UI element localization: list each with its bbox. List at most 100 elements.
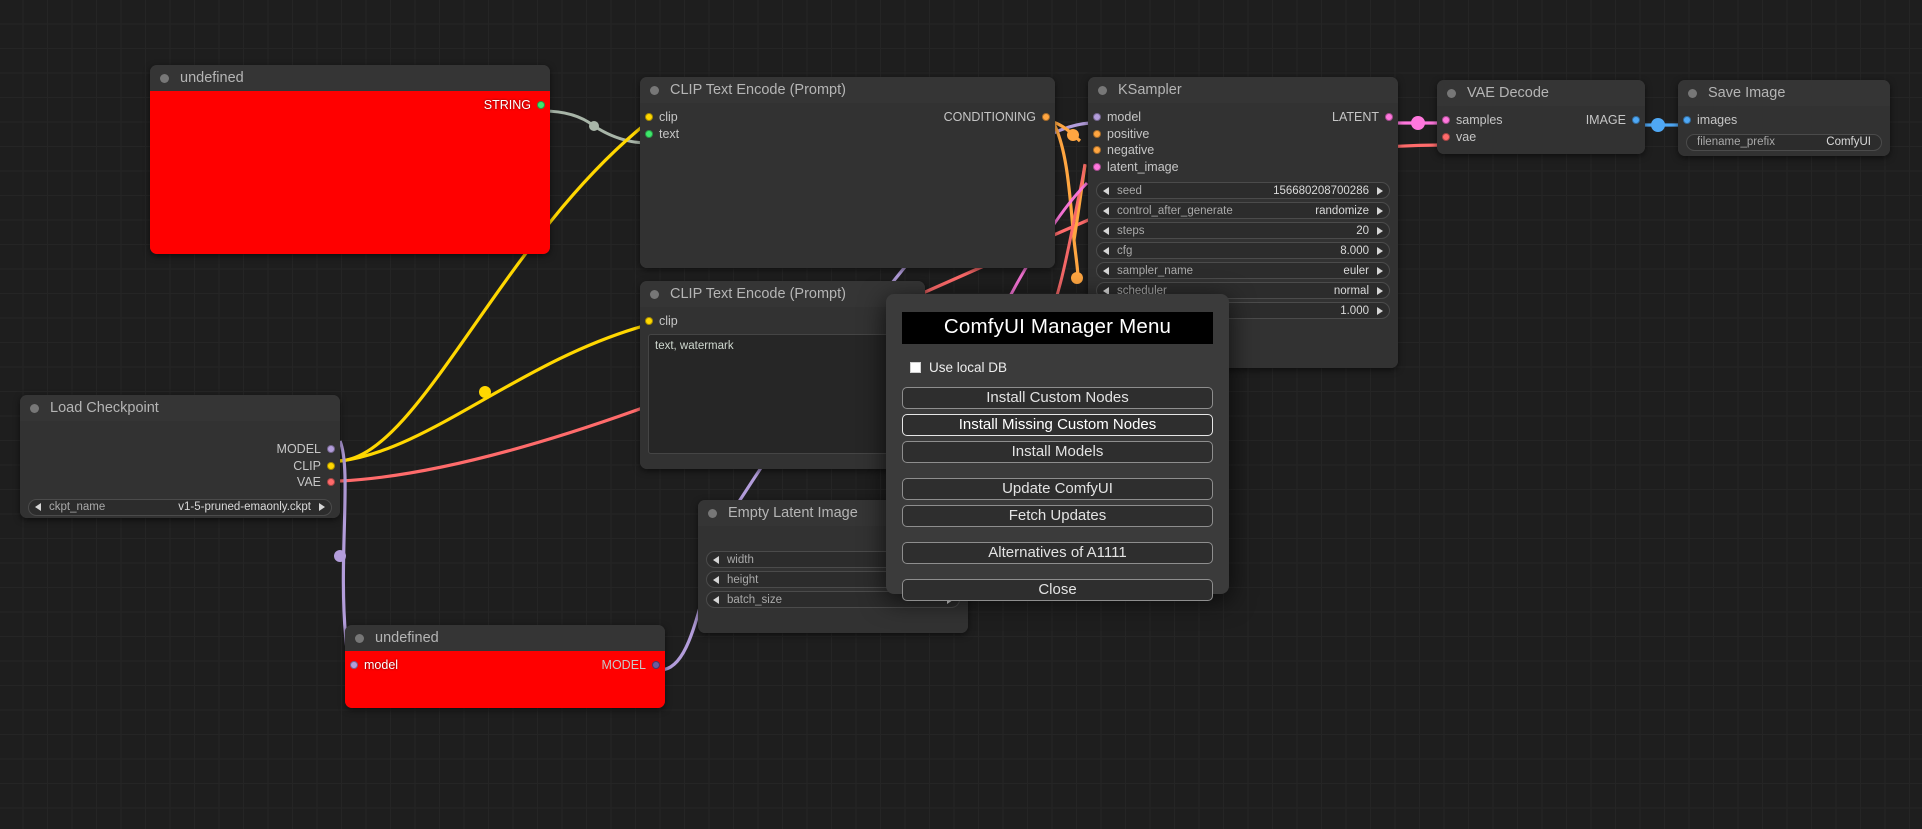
- input-slot-vae[interactable]: vae: [1437, 129, 1645, 146]
- input-dot-images[interactable]: [1683, 116, 1691, 125]
- widget-seed[interactable]: seed 156680208700286: [1096, 182, 1390, 199]
- decrement-arrow-icon[interactable]: [713, 555, 719, 564]
- node-title-bar[interactable]: KSampler: [1088, 77, 1398, 103]
- node-title-bar[interactable]: CLIP Text Encode (Prompt): [640, 281, 925, 307]
- node-title-text: VAE Decode: [1467, 85, 1549, 101]
- collapse-dot-icon[interactable]: [1447, 88, 1456, 98]
- increment-arrow-icon[interactable]: [1377, 206, 1383, 215]
- widget-filename-prefix[interactable]: filename_prefix ComfyUI: [1686, 133, 1882, 151]
- decrement-arrow-icon[interactable]: [1103, 246, 1109, 255]
- input-dot-model[interactable]: [350, 661, 358, 670]
- widget-control-after-generate[interactable]: control_after_generate randomize: [1096, 202, 1390, 219]
- input-dot-positive[interactable]: [1093, 129, 1101, 138]
- input-dot-vae[interactable]: [1442, 132, 1450, 141]
- input-slot-latent-image[interactable]: latent_image: [1088, 159, 1398, 176]
- input-slot-clip[interactable]: clip: [640, 313, 925, 330]
- input-slot-text[interactable]: text: [640, 126, 1055, 143]
- use-local-db-row[interactable]: Use local DB: [910, 360, 1213, 375]
- install-missing-custom-nodes-button[interactable]: Install Missing Custom Nodes: [902, 414, 1213, 436]
- widget-text-prompt[interactable]: text, watermark: [648, 333, 917, 454]
- input-dot-clip[interactable]: [645, 113, 653, 122]
- collapse-dot-icon[interactable]: [355, 633, 364, 643]
- output-dot-image[interactable]: [1632, 116, 1640, 125]
- widget-sampler-name[interactable]: sampler_name euler: [1096, 262, 1390, 279]
- use-local-db-checkbox[interactable]: [910, 362, 921, 373]
- widget-ckpt-name[interactable]: ckpt_name v1-5-pruned-emaonly.ckpt: [28, 498, 332, 516]
- collapse-dot-icon[interactable]: [650, 85, 659, 95]
- increment-arrow-icon[interactable]: [319, 503, 325, 511]
- input-slot-model[interactable]: model LATENT: [1088, 109, 1398, 126]
- decrement-arrow-icon[interactable]: [35, 503, 41, 511]
- increment-arrow-icon[interactable]: [1377, 286, 1383, 295]
- node-load-checkpoint[interactable]: Load Checkpoint MODEL CLIP VAE ckpt_name…: [20, 395, 340, 518]
- node-title-bar[interactable]: Save Image: [1678, 80, 1890, 106]
- input-slot-images[interactable]: images: [1678, 112, 1890, 129]
- collapse-dot-icon[interactable]: [1098, 85, 1107, 95]
- collapse-dot-icon[interactable]: [160, 73, 169, 83]
- input-slot-samples[interactable]: samples IMAGE: [1437, 112, 1645, 129]
- close-button[interactable]: Close: [902, 579, 1213, 601]
- output-dot-clip[interactable]: [327, 461, 335, 470]
- collapse-dot-icon[interactable]: [1688, 88, 1697, 98]
- update-comfyui-button[interactable]: Update ComfyUI: [902, 478, 1213, 500]
- slot-label: text: [659, 126, 680, 141]
- output-dot-string[interactable]: [537, 101, 545, 110]
- output-slot-string[interactable]: STRING: [150, 97, 550, 114]
- widget-batch-size[interactable]: batch_size: [706, 591, 960, 608]
- input-slot-positive[interactable]: positive: [1088, 126, 1398, 143]
- install-custom-nodes-button[interactable]: Install Custom Nodes: [902, 387, 1213, 409]
- input-slot-negative[interactable]: negative: [1088, 142, 1398, 159]
- node-title-bar[interactable]: VAE Decode: [1437, 80, 1645, 106]
- increment-arrow-icon[interactable]: [1377, 246, 1383, 255]
- decrement-arrow-icon[interactable]: [1103, 286, 1109, 295]
- comfyui-manager-menu-dialog[interactable]: ComfyUI Manager Menu Use local DB Instal…: [886, 294, 1229, 601]
- install-models-button[interactable]: Install Models: [902, 441, 1213, 463]
- input-dot-model[interactable]: [1093, 113, 1101, 122]
- widget-steps[interactable]: steps 20: [1096, 222, 1390, 239]
- output-dot-conditioning[interactable]: [1042, 113, 1050, 122]
- node-undefined-string[interactable]: undefined STRING: [150, 65, 550, 254]
- slot-label: samples: [1456, 113, 1503, 127]
- input-slot-model[interactable]: model MODEL: [345, 657, 665, 674]
- output-dot-model[interactable]: [327, 445, 335, 454]
- input-dot-samples[interactable]: [1442, 116, 1450, 125]
- input-dot-latent-image[interactable]: [1093, 162, 1101, 171]
- output-dot-model[interactable]: [652, 661, 660, 670]
- node-title-bar[interactable]: undefined: [150, 65, 550, 91]
- input-slot-clip[interactable]: clip CONDITIONING: [640, 109, 1055, 126]
- collapse-dot-icon[interactable]: [708, 508, 717, 518]
- node-clip-text-encode-negative[interactable]: CLIP Text Encode (Prompt) clip text, wat…: [640, 281, 925, 469]
- node-clip-text-encode-positive[interactable]: CLIP Text Encode (Prompt) clip CONDITION…: [640, 77, 1055, 268]
- decrement-arrow-icon[interactable]: [1103, 226, 1109, 235]
- decrement-arrow-icon[interactable]: [713, 595, 719, 604]
- fetch-updates-button[interactable]: Fetch Updates: [902, 505, 1213, 527]
- decrement-arrow-icon[interactable]: [1103, 186, 1109, 195]
- slot-label: vae: [1456, 129, 1477, 144]
- output-slot-clip[interactable]: CLIP: [20, 458, 340, 475]
- node-vae-decode[interactable]: VAE Decode samples IMAGE vae: [1437, 80, 1645, 154]
- input-dot-text[interactable]: [645, 129, 653, 138]
- widget-cfg[interactable]: cfg 8.000: [1096, 242, 1390, 259]
- increment-arrow-icon[interactable]: [1377, 186, 1383, 195]
- node-undefined-model[interactable]: undefined model MODEL: [345, 625, 665, 708]
- decrement-arrow-icon[interactable]: [713, 575, 719, 584]
- output-slot-vae[interactable]: VAE: [20, 474, 340, 491]
- collapse-dot-icon[interactable]: [650, 289, 659, 299]
- output-slot-model[interactable]: MODEL: [20, 441, 340, 458]
- output-dot-latent[interactable]: [1385, 113, 1393, 122]
- decrement-arrow-icon[interactable]: [1103, 266, 1109, 275]
- output-dot-vae[interactable]: [327, 478, 335, 487]
- node-title-bar[interactable]: CLIP Text Encode (Prompt): [640, 77, 1055, 103]
- increment-arrow-icon[interactable]: [1377, 266, 1383, 275]
- node-save-image[interactable]: Save Image images filename_prefix ComfyU…: [1678, 80, 1890, 156]
- decrement-arrow-icon[interactable]: [1103, 206, 1109, 215]
- collapse-dot-icon[interactable]: [30, 403, 39, 413]
- increment-arrow-icon[interactable]: [1377, 226, 1383, 235]
- input-dot-negative[interactable]: [1093, 146, 1101, 155]
- node-title-bar[interactable]: Load Checkpoint: [20, 395, 340, 421]
- input-dot-clip[interactable]: [645, 317, 653, 326]
- node-title-bar[interactable]: undefined: [345, 625, 665, 651]
- alternatives-of-a1111-button[interactable]: Alternatives of A1111: [902, 542, 1213, 564]
- increment-arrow-icon[interactable]: [1377, 306, 1383, 315]
